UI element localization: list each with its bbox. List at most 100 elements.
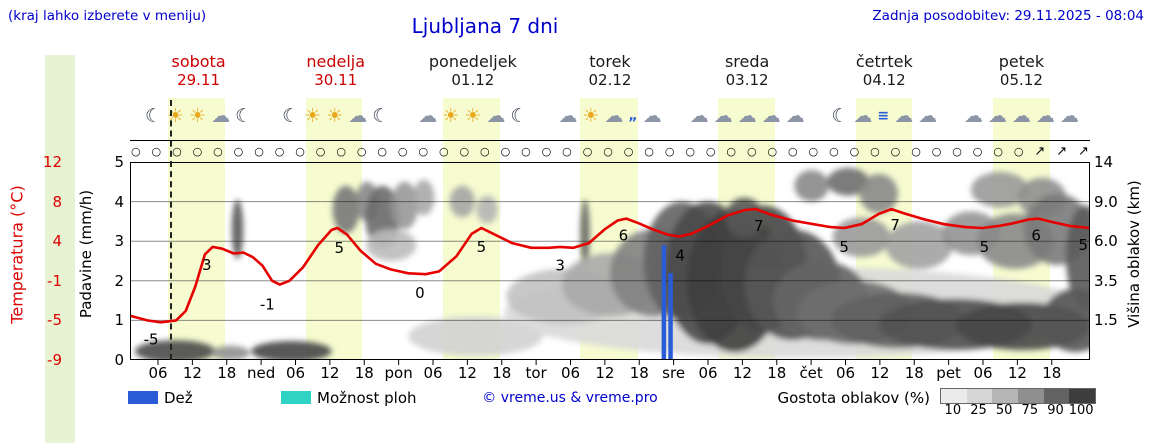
wind-calm-icon: ○ xyxy=(993,144,1003,158)
temperature-tick: 4 xyxy=(52,232,62,251)
sun-icon: ☀ xyxy=(464,104,482,127)
temperature-tick: -5 xyxy=(47,311,62,330)
wind-calm-icon: ○ xyxy=(151,144,162,158)
precip-tick: 4 xyxy=(114,192,124,211)
meteogram-chart: -5 3 -1 5 0 5 3 6 4 7 5 7 5 6 5 xyxy=(130,162,1090,365)
x-tick-label: 06 xyxy=(285,364,306,382)
cloud-icon: ☁ xyxy=(737,104,757,127)
day-header-ponedeljek: ponedeljek 01.12 xyxy=(404,52,541,89)
density-step-label: 100 xyxy=(1068,403,1094,418)
sun-icon: ☀ xyxy=(189,104,207,127)
cloud-density-label: Gostota oblakov (%) xyxy=(777,389,930,407)
daytime-band xyxy=(442,98,500,360)
wind-calm-icon: ○ xyxy=(664,144,675,158)
density-step-label: 75 xyxy=(1021,403,1039,418)
showers-legend-swatch xyxy=(281,391,311,404)
fog-icon: ≡ xyxy=(877,108,890,124)
precip-tick: 0 xyxy=(114,351,124,369)
wind-arrow-icon: ↗ xyxy=(1056,143,1068,159)
svg-text:0: 0 xyxy=(415,284,425,302)
day-header-nedelja: nedelja 30.11 xyxy=(267,52,404,89)
day-icons: ☾ ☀ ☀ ☁ ☾ xyxy=(130,97,267,135)
weather-icons-row: ☾ ☀ ☀ ☁ ☾ ☾ ☀ ☀ ☁ ☾ ☁ ☀ ☀ ☁ ☾ ☁ ☀ ☁ „ ☁ ☁ ☁ ☁ ☁ ☁ ☾ ☁ ≡ ☁ ☁ ☁ ☁ ☁ ☁ ☁ xyxy=(130,97,1090,137)
x-tick-label: 18 xyxy=(629,364,649,382)
x-tick-label: ned xyxy=(246,364,276,382)
temperature-axis-label: Temperatura (°C) xyxy=(7,185,27,324)
density-step xyxy=(1069,389,1096,403)
cloud-icon: ☁ xyxy=(211,104,231,127)
wind-calm-icon: ○ xyxy=(521,144,531,158)
x-tick-label: čet xyxy=(799,364,823,382)
credit-link[interactable]: © vreme.us & vreme.pro xyxy=(482,390,658,406)
moon-icon: ☾ xyxy=(372,104,390,127)
current-time-line xyxy=(170,100,173,360)
day-date: 01.12 xyxy=(451,71,495,89)
sun-icon: ☀ xyxy=(582,104,600,127)
wind-calm-icon: ○ xyxy=(131,144,141,158)
day-header-sobota: sobota 29.11 xyxy=(130,52,267,89)
page-title: Ljubljana 7 dni xyxy=(411,14,559,38)
day-header-torek: torek 02.12 xyxy=(541,52,678,89)
svg-text:3: 3 xyxy=(202,256,212,274)
wind-calm-icon: ○ xyxy=(685,144,695,158)
x-tick-label: 06 xyxy=(560,364,581,382)
day-date: 30.11 xyxy=(314,71,358,89)
wind-calm-icon: ○ xyxy=(336,144,346,158)
wind-direction-row: ○ ○ ○ ○ ○ ○ ○ ○ ○ ○ ○ ○ ○ ○ ○ ○ ○ ○ ○ ○ ○ ○ ○ ○ ○ ○ ○ ○ ○ ○ ○ ○ ○ ○ ○ ○ ○ ○ ○ ○… xyxy=(131,142,1089,160)
wind-calm-icon: ○ xyxy=(562,144,572,158)
x-tick-label: 18 xyxy=(767,364,787,382)
precip-axis-label: Padavine (mm/h) xyxy=(77,189,95,319)
day-date: 29.11 xyxy=(177,71,221,89)
day-header-petek: petek 05.12 xyxy=(953,52,1090,89)
precip-tick: 3 xyxy=(114,232,124,251)
wind-calm-icon: ○ xyxy=(870,144,880,158)
x-tick-label: 12 xyxy=(1007,364,1027,382)
wind-calm-icon: ○ xyxy=(459,144,470,158)
wind-calm-icon: ○ xyxy=(972,144,983,158)
x-tick-label: 12 xyxy=(320,364,340,382)
svg-text:7: 7 xyxy=(890,216,900,234)
cloud-height-tick: 1.5 xyxy=(1094,311,1118,330)
moon-icon: ☾ xyxy=(144,104,163,127)
day-name: petek xyxy=(998,52,1045,71)
svg-text:3: 3 xyxy=(555,257,565,275)
x-tick-label: tor xyxy=(525,364,547,382)
wind-calm-icon: ○ xyxy=(849,144,860,158)
wind-calm-icon: ○ xyxy=(233,144,244,158)
x-tick-label: 06 xyxy=(423,364,443,382)
x-tick-label: 18 xyxy=(904,364,924,382)
cloud-height-tick: 9.0 xyxy=(1094,192,1118,211)
svg-text:7: 7 xyxy=(754,217,764,235)
temperature-tick: -1 xyxy=(47,271,62,290)
wind-calm-icon: ○ xyxy=(829,144,839,158)
x-tick-label: 06 xyxy=(698,364,718,382)
cloud-height-tick: 3.5 xyxy=(1094,271,1118,290)
moon-icon: ☾ xyxy=(831,104,849,127)
wind-arrow-icon: ↗ xyxy=(1078,143,1089,159)
density-step-label: 25 xyxy=(970,403,987,418)
precip-tick: 5 xyxy=(114,153,124,171)
sun-icon: ☀ xyxy=(304,104,322,127)
x-tick-label: 12 xyxy=(182,364,202,382)
density-step-label: 90 xyxy=(1047,403,1064,418)
x-tick-label: 18 xyxy=(217,364,237,382)
day-name: ponedeljek xyxy=(428,52,517,71)
showers-legend-label: Možnost ploh xyxy=(317,389,417,407)
sun-icon: ☀ xyxy=(326,104,344,127)
precip-tick: 1 xyxy=(114,311,124,330)
rain-legend-label: Dež xyxy=(164,389,193,407)
day-icons: ☾ ☁ ≡ ☁ ☁ xyxy=(816,97,953,135)
cloud-icon: ☁ xyxy=(918,104,938,127)
svg-text:-1: -1 xyxy=(260,295,275,313)
day-icons: ☁ ☁ ☁ ☁ ☁ xyxy=(953,97,1090,135)
wind-calm-icon: ○ xyxy=(788,144,798,158)
density-step xyxy=(1043,389,1070,403)
day-name: sreda xyxy=(724,52,770,71)
density-step-label: 50 xyxy=(995,403,1013,418)
wind-calm-icon: ○ xyxy=(726,144,737,158)
svg-text:5: 5 xyxy=(477,238,487,256)
wind-calm-icon: ○ xyxy=(172,144,182,158)
cloud-icon: ☁ xyxy=(894,104,914,127)
day-date: 05.12 xyxy=(999,71,1043,89)
precip-tick: 2 xyxy=(114,271,124,290)
